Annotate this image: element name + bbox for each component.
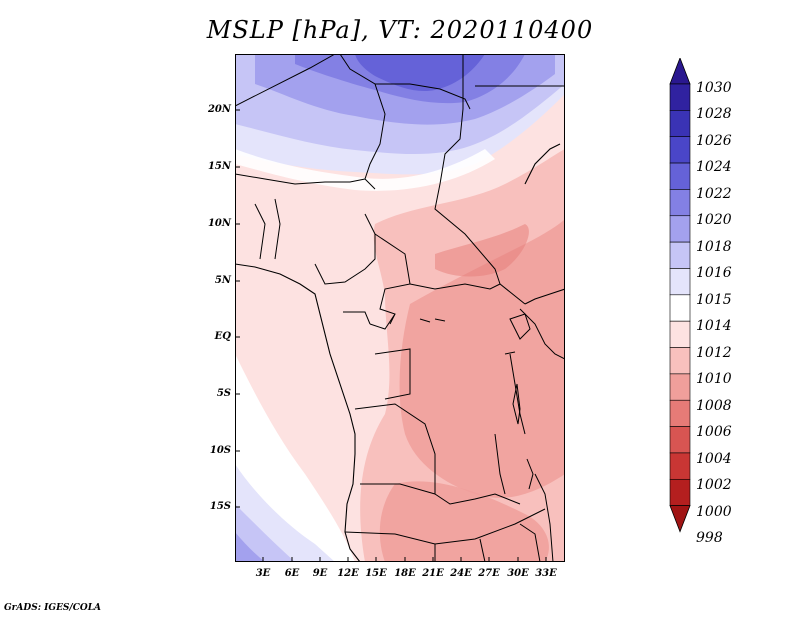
colorbar-label: 1014	[696, 318, 732, 335]
y-tick-label: 20N	[207, 104, 231, 115]
colorbar-segment	[669, 399, 691, 427]
country-borders	[235, 54, 565, 562]
lakes	[419, 313, 534, 490]
colorbar-label: 1024	[696, 159, 732, 176]
colorbar-label: 1028	[696, 106, 732, 123]
x-tick-label: 24E	[450, 568, 472, 579]
pressure-map	[235, 54, 565, 562]
colorbar-segment	[669, 452, 691, 480]
colorbar-label: 1016	[696, 265, 732, 282]
colorbar-top-arrow	[669, 58, 691, 85]
colorbar-segment	[669, 426, 691, 454]
x-tick-label: 12E	[337, 568, 359, 579]
colorbar-bottom-arrow	[669, 505, 691, 533]
colorbar-label: 1022	[696, 185, 732, 202]
colorbar-label: 1008	[696, 397, 732, 414]
y-tick-label: 10N	[207, 218, 231, 229]
colorbar-segment	[669, 320, 691, 348]
y-tick-label: 10S	[209, 445, 231, 456]
x-tick-label: 3E	[255, 568, 271, 579]
map-canvas	[235, 54, 565, 562]
x-tick-label: 18E	[394, 568, 416, 579]
x-tick-label: 30E	[507, 568, 529, 579]
coastline	[235, 143, 565, 562]
y-tick-label: 15N	[207, 161, 231, 172]
axis-ticks	[235, 109, 547, 562]
colorbar-segment	[669, 83, 691, 111]
colorbar-segment	[669, 294, 691, 322]
colorbar-segment	[669, 162, 691, 190]
colorbar-segment	[669, 373, 691, 401]
colorbar-label: 1000	[696, 503, 732, 520]
colorbar-segment	[669, 136, 691, 164]
map-title: MSLP [hPa], VT: 2020110400	[206, 16, 594, 44]
colorbar-label: 1030	[696, 80, 732, 96]
colorbar-segment	[669, 347, 691, 375]
y-tick-label: 5N	[214, 275, 231, 286]
colorbar-label: 1015	[696, 291, 732, 308]
colorbar-label: 1012	[696, 344, 732, 361]
colorbar-label: 1006	[696, 424, 732, 441]
colorbar-label: 1004	[696, 450, 732, 467]
colorbar-segment	[669, 189, 691, 217]
colorbar-label: 998	[696, 530, 723, 546]
map-frame	[235, 54, 565, 562]
pressure-field	[235, 54, 565, 562]
colorbar-segment	[669, 268, 691, 296]
colorbar	[669, 58, 691, 533]
y-tick-label: 5S	[216, 388, 231, 399]
y-tick-label: 15S	[209, 501, 231, 512]
colorbar-segment	[669, 241, 691, 269]
colorbar-segment	[669, 215, 691, 243]
colorbar-segment	[669, 478, 691, 506]
x-tick-label: 21E	[422, 568, 444, 579]
x-tick-label: 15E	[365, 568, 387, 579]
colorbar-label: 1018	[696, 238, 732, 255]
colorbar-label: 1026	[696, 132, 732, 149]
x-tick-label: 9E	[312, 568, 328, 579]
colorbar-segment	[669, 110, 691, 138]
x-tick-label: 6E	[284, 568, 300, 579]
colorbar-label: 1002	[696, 477, 732, 494]
colorbar-label: 1010	[696, 371, 732, 388]
credit-text: GrADS: IGES/COLA	[4, 603, 102, 613]
colorbar-label: 1020	[696, 212, 732, 229]
x-tick-label: 27E	[478, 568, 500, 579]
y-tick-label: EQ	[214, 331, 231, 342]
x-tick-label: 33E	[535, 568, 557, 579]
